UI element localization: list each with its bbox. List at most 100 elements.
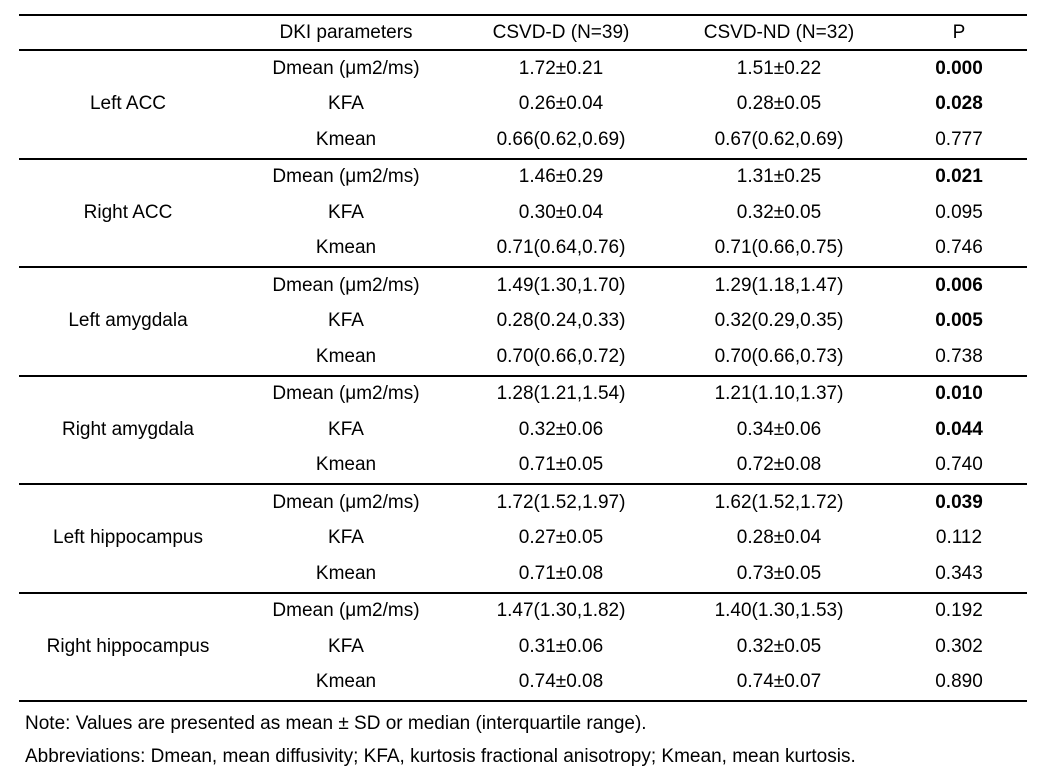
p-value-cell: 0.000 bbox=[891, 49, 1027, 87]
csvd-nd-value-cell: 0.72±0.08 bbox=[736, 454, 822, 476]
csvd-d-value-cell: 0.71±0.05 bbox=[518, 454, 604, 476]
parameter-cell: Dmean (μm2/ms) bbox=[237, 266, 455, 304]
header-row: DKI parameters CSVD-D (N=39) CSVD-ND (N=… bbox=[19, 15, 1027, 51]
p-value-cell: 0.010 bbox=[891, 374, 1027, 412]
csvd-nd-value-cell: 1.51±0.22 bbox=[667, 49, 891, 87]
table-row: Left ACC Dmean (μm2/ms) 1.72±0.21 1.51±0.22… bbox=[19, 49, 1027, 159]
csvd-d-value-cell: 0.30±0.04 bbox=[518, 201, 604, 223]
table-row: Kmean 0.70(0.66,0.72) 0.70(0.66,0.73) 0.738 bbox=[19, 339, 1027, 376]
parameter-cell: Dmean (μm2/ms) bbox=[237, 374, 455, 412]
parameter-cell: Kmean bbox=[315, 454, 377, 476]
csvd-d-value-cell: 0.31±0.06 bbox=[518, 635, 604, 657]
parameter-cell: KFA bbox=[328, 93, 364, 115]
table-row: Kmean 0.66(0.62,0.69) 0.67(0.62,0.69) 0.777 bbox=[19, 122, 1027, 159]
csvd-d-value-cell: 1.72±0.21 bbox=[455, 49, 667, 87]
note-text: Note: Values are presented as mean ± SD … bbox=[25, 713, 647, 734]
csvd-d-value-cell: 1.46±0.29 bbox=[455, 157, 667, 195]
dki-parameters-table: DKI parameters CSVD-D (N=39) CSVD-ND (N=… bbox=[19, 14, 1027, 702]
header-region bbox=[19, 15, 237, 51]
table-row: Kmean 0.71±0.08 0.73±0.05 0.343 bbox=[19, 556, 1027, 593]
parameter-cell: KFA bbox=[328, 635, 364, 657]
csvd-nd-value-cell: 0.34±0.06 bbox=[736, 418, 822, 440]
csvd-d-value-cell: 1.49(1.30,1.70) bbox=[455, 266, 667, 304]
header-csvd-nd: CSVD-ND (N=32) bbox=[667, 15, 891, 51]
table-row: Right ACC Dmean (μm2/ms) 1.46±0.29 1.31±0.2… bbox=[19, 157, 1027, 267]
parameter-cell: Dmean (μm2/ms) bbox=[237, 483, 455, 521]
csvd-d-value-cell: 0.71(0.64,0.76) bbox=[496, 237, 626, 259]
p-value-cell: 0.777 bbox=[935, 128, 983, 150]
csvd-nd-value-cell: 1.31±0.25 bbox=[667, 157, 891, 195]
csvd-nd-value-cell: 0.32(0.29,0.35) bbox=[714, 310, 844, 332]
table-row: KFA 0.30±0.04 0.32±0.05 0.095 bbox=[19, 195, 1027, 231]
header-csvd-d: CSVD-D (N=39) bbox=[455, 15, 667, 51]
table-row: KFA 0.28(0.24,0.33) 0.32(0.29,0.35) 0.005 bbox=[19, 304, 1027, 340]
csvd-d-value-cell: 0.26±0.04 bbox=[518, 93, 604, 115]
csvd-d-value-cell: 1.28(1.21,1.54) bbox=[455, 374, 667, 412]
region-cell: Right hippocampus bbox=[19, 591, 237, 701]
region-cell: Left ACC bbox=[19, 49, 237, 159]
parameter-cell: Kmean bbox=[315, 562, 377, 584]
csvd-nd-value-cell: 0.32±0.05 bbox=[736, 201, 822, 223]
parameter-cell: Kmean bbox=[315, 237, 377, 259]
table-row: Left hippocampus Dmean (μm2/ms) 1.72(1.52,… bbox=[19, 483, 1027, 593]
p-value-cell: 0.112 bbox=[935, 527, 983, 549]
csvd-d-value-cell: 1.72(1.52,1.97) bbox=[455, 483, 667, 521]
table-row: KFA 0.27±0.05 0.28±0.04 0.112 bbox=[19, 521, 1027, 557]
parameter-cell: KFA bbox=[328, 201, 364, 223]
csvd-nd-value-cell: 0.32±0.05 bbox=[736, 635, 822, 657]
table-row: KFA 0.32±0.06 0.34±0.06 0.044 bbox=[19, 412, 1027, 448]
p-value-cell: 0.028 bbox=[935, 93, 983, 115]
csvd-d-value-cell: 0.32±0.06 bbox=[518, 418, 604, 440]
p-value-cell: 0.890 bbox=[935, 671, 983, 693]
table-row: Left amygdala Dmean (μm2/ms) 1.49(1.30,1.7… bbox=[19, 266, 1027, 376]
csvd-nd-value-cell: 0.70(0.66,0.73) bbox=[714, 345, 844, 367]
csvd-nd-value-cell: 0.73±0.05 bbox=[736, 562, 822, 584]
p-value-cell: 0.021 bbox=[891, 157, 1027, 195]
p-value-cell: 0.343 bbox=[935, 562, 983, 584]
csvd-nd-value-cell: 0.28±0.05 bbox=[736, 93, 822, 115]
region-cell: Left amygdala bbox=[19, 266, 237, 376]
csvd-d-value-cell: 0.28(0.24,0.33) bbox=[496, 310, 626, 332]
parameter-cell: Dmean (μm2/ms) bbox=[237, 591, 455, 629]
csvd-nd-value-cell: 0.67(0.62,0.69) bbox=[714, 128, 844, 150]
p-value-cell: 0.740 bbox=[935, 454, 983, 476]
p-value-cell: 0.039 bbox=[891, 483, 1027, 521]
parameter-cell: Kmean bbox=[315, 345, 377, 367]
csvd-d-value-cell: 0.70(0.66,0.72) bbox=[496, 345, 626, 367]
header-p-value: P bbox=[891, 15, 1027, 51]
csvd-d-value-cell: 0.71±0.08 bbox=[518, 562, 604, 584]
p-value-cell: 0.192 bbox=[891, 591, 1027, 629]
p-value-cell: 0.005 bbox=[935, 310, 983, 332]
header-dki-parameters: DKI parameters bbox=[237, 15, 455, 51]
table-row: Right hippocampus Dmean (μm2/ms) 1.47(1.30… bbox=[19, 591, 1027, 701]
parameter-cell: KFA bbox=[328, 310, 364, 332]
csvd-nd-value-cell: 0.74±0.07 bbox=[736, 671, 822, 693]
table-row: Kmean 0.71(0.64,0.76) 0.71(0.66,0.75) 0.746 bbox=[19, 231, 1027, 268]
p-value-cell: 0.006 bbox=[891, 266, 1027, 304]
parameter-cell: Kmean bbox=[315, 128, 377, 150]
table-footnotes: Note: Values are presented as mean ± SD … bbox=[25, 707, 1048, 773]
table-row: KFA 0.31±0.06 0.32±0.05 0.302 bbox=[19, 629, 1027, 665]
csvd-d-value-cell: 0.66(0.62,0.69) bbox=[496, 128, 626, 150]
csvd-nd-value-cell: 1.62(1.52,1.72) bbox=[667, 483, 891, 521]
csvd-nd-value-cell: 0.71(0.66,0.75) bbox=[714, 237, 844, 259]
csvd-nd-value-cell: 1.40(1.30,1.53) bbox=[667, 591, 891, 629]
csvd-nd-value-cell: 1.21(1.10,1.37) bbox=[667, 374, 891, 412]
table-row: KFA 0.26±0.04 0.28±0.05 0.028 bbox=[19, 87, 1027, 123]
region-cell: Left hippocampus bbox=[19, 483, 237, 593]
region-cell: Right amygdala bbox=[19, 374, 237, 484]
csvd-d-value-cell: 0.27±0.05 bbox=[518, 527, 604, 549]
p-value-cell: 0.738 bbox=[935, 345, 983, 367]
csvd-d-value-cell: 0.74±0.08 bbox=[518, 671, 604, 693]
csvd-nd-value-cell: 0.28±0.04 bbox=[736, 527, 822, 549]
table-row: Kmean 0.71±0.05 0.72±0.08 0.740 bbox=[19, 448, 1027, 485]
p-value-cell: 0.302 bbox=[935, 635, 983, 657]
table-row: Kmean 0.74±0.08 0.74±0.07 0.890 bbox=[19, 665, 1027, 702]
p-value-cell: 0.746 bbox=[935, 237, 983, 259]
parameter-cell: Dmean (μm2/ms) bbox=[237, 49, 455, 87]
parameter-cell: Dmean (μm2/ms) bbox=[237, 157, 455, 195]
abbreviations-text: Abbreviations: Dmean, mean diffusivity; … bbox=[25, 746, 856, 767]
csvd-d-value-cell: 1.47(1.30,1.82) bbox=[455, 591, 667, 629]
parameter-cell: Kmean bbox=[315, 671, 377, 693]
